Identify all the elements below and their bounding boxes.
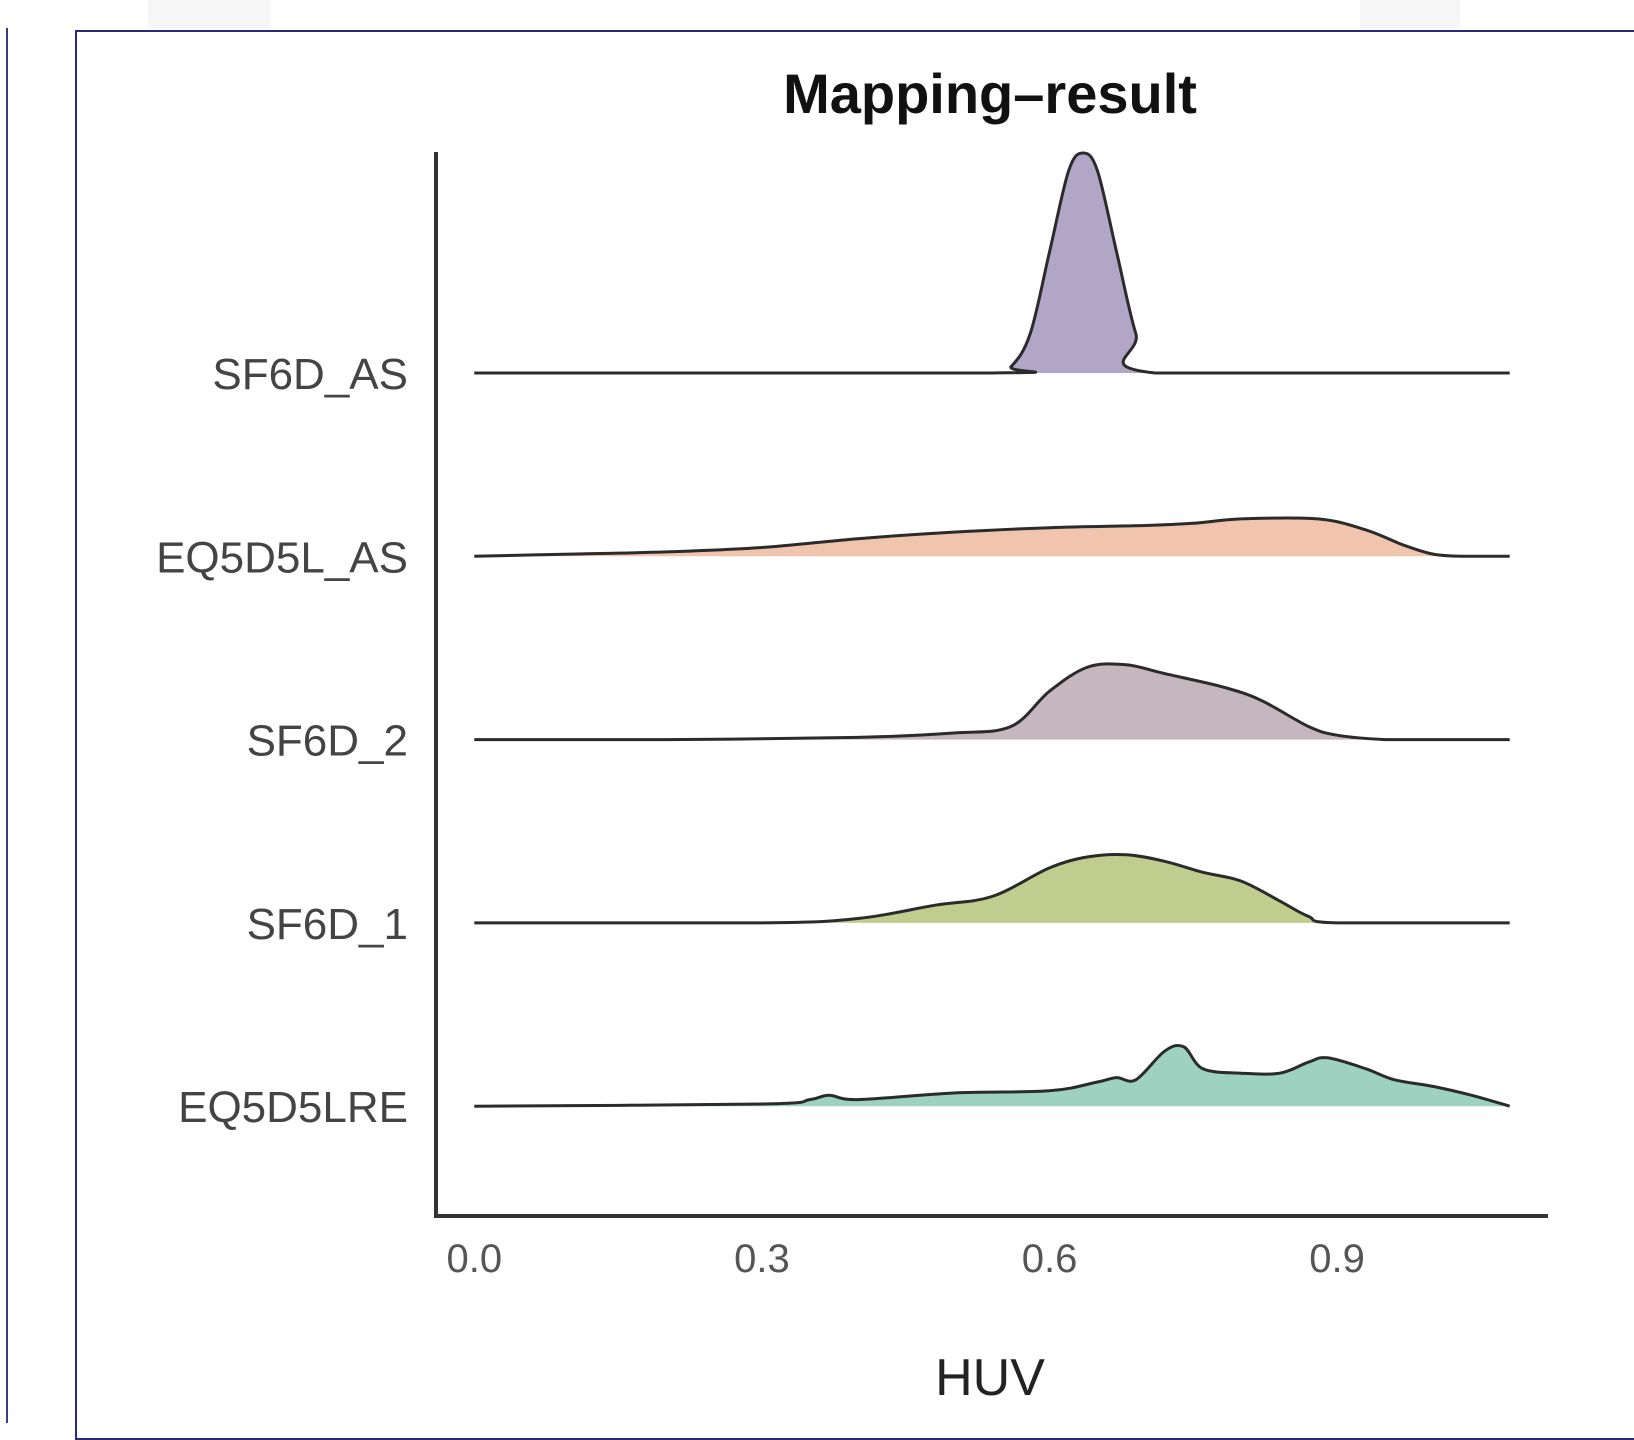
- chart-title: Mapping–result: [783, 62, 1197, 125]
- ridge-outline-sf6d-2: [474, 664, 1509, 740]
- x-tick-label: 0.0: [447, 1237, 503, 1281]
- x-axis-label: HUV: [935, 1349, 1045, 1407]
- y-tick-label-sf6d-as: SF6D_AS: [212, 350, 408, 399]
- ridge-outline-sf6d-as: [474, 153, 1509, 373]
- y-tick-labels: SF6D_AS EQ5D5L_AS SF6D_2 SF6D_1 EQ5D5LRE: [156, 350, 408, 1132]
- y-tick-label-eq5d5lre: EQ5D5LRE: [178, 1083, 408, 1132]
- ridge-fill-sf6d-1: [474, 854, 1509, 922]
- y-tick-label-eq5d5l-as: EQ5D5L_AS: [156, 533, 408, 582]
- ridges-layer: [474, 153, 1509, 1106]
- ridge-fill-eq5d5l-as: [474, 518, 1509, 556]
- ridge-fill-sf6d-2: [474, 664, 1509, 740]
- x-tick-label: 0.9: [1309, 1237, 1365, 1281]
- ridge-fill-sf6d-as: [474, 153, 1509, 373]
- x-tick-label: 0.6: [1022, 1237, 1078, 1281]
- y-tick-label-sf6d-2: SF6D_2: [247, 717, 408, 766]
- y-tick-label-sf6d-1: SF6D_1: [247, 900, 408, 949]
- x-tick-label: 0.3: [734, 1237, 790, 1281]
- x-tick-labels: 0.0 0.3 0.6 0.9: [447, 1237, 1365, 1281]
- ridge-fill-eq5d5lre: [474, 1045, 1509, 1106]
